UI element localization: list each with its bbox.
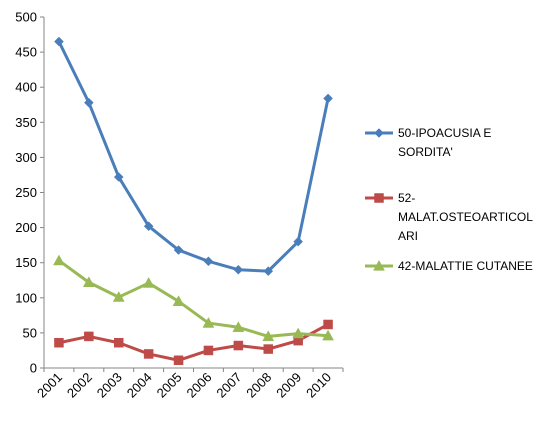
x-tick-label: 2009 <box>273 370 304 401</box>
x-tick-label: 2002 <box>64 370 95 401</box>
data-point-triangle <box>232 321 245 332</box>
data-point-triangle <box>112 291 125 302</box>
data-point-triangle <box>172 295 185 306</box>
data-point-square <box>143 349 154 359</box>
series-1 <box>54 36 333 276</box>
data-point-diamond <box>323 93 333 104</box>
x-tick-label: 2005 <box>154 370 185 401</box>
legend-swatch-marker <box>374 128 384 138</box>
legend-entry-1: 50-IPOACUSIA E SORDITA' <box>365 126 491 159</box>
x-tick-label: 2001 <box>34 370 65 401</box>
data-point-diamond <box>54 36 64 47</box>
series-2 <box>54 319 333 366</box>
series-line <box>58 259 329 338</box>
data-point-triangle <box>53 254 65 266</box>
y-tick-label: 200 <box>15 220 37 235</box>
data-point-square <box>323 319 333 330</box>
y-tick-label: 150 <box>15 255 37 270</box>
data-point-square <box>54 337 64 348</box>
y-tick-label: 250 <box>15 185 37 200</box>
data-point-diamond <box>263 266 274 276</box>
y-tick-label: 50 <box>23 325 37 340</box>
series-lines <box>53 36 334 366</box>
y-tick-label: 400 <box>15 80 37 95</box>
y-tick-label: 350 <box>15 115 37 130</box>
data-point-square <box>114 337 124 348</box>
data-point-triangle <box>322 329 334 341</box>
data-point-diamond <box>233 264 244 275</box>
data-point-triangle <box>292 327 305 339</box>
legend-swatch-marker <box>374 193 384 203</box>
data-point-square <box>173 355 184 366</box>
y-tick-label: 100 <box>15 290 37 305</box>
legend-label: 42-MALATTIE CUTANEE <box>398 259 533 273</box>
series-line <box>58 323 329 362</box>
y-tick-label: 300 <box>15 150 37 165</box>
data-point-triangle <box>202 317 215 328</box>
data-point-square <box>263 344 273 354</box>
x-tick-label: 2010 <box>303 370 334 401</box>
legend-label-line: 50-IPOACUSIA E <box>398 126 491 140</box>
data-point-square <box>203 345 214 356</box>
y-tick-label: 500 <box>15 10 37 25</box>
x-tick-label: 2003 <box>94 370 125 401</box>
data-point-diamond <box>173 245 184 255</box>
y-tick-label: 450 <box>15 45 37 60</box>
legend-swatch-marker <box>373 259 385 271</box>
x-tick-label: 2006 <box>184 370 215 401</box>
legend-entry-3: 42-MALATTIE CUTANEE <box>365 259 533 273</box>
legend-label-line: ARI <box>398 229 418 243</box>
data-point-diamond <box>203 256 214 267</box>
data-point-triangle <box>82 276 95 288</box>
legend-entry-2: 52- MALAT.OSTEOARTICOL ARI <box>365 191 533 243</box>
legend: 50-IPOACUSIA E SORDITA' 52- MALAT.OSTEOARTI… <box>365 126 533 273</box>
data-point-triangle <box>142 277 155 288</box>
data-point-diamond <box>293 236 304 247</box>
legend-label: 52- MALAT.OSTEOARTICOL ARI <box>398 191 533 243</box>
x-tick-label: 2004 <box>124 370 155 401</box>
series-line <box>57 40 330 273</box>
legend-label-line: 52- <box>398 191 415 205</box>
legend-label-line: MALAT.OSTEOARTICOL <box>398 210 533 224</box>
x-tick-label: 2007 <box>213 370 244 401</box>
data-point-square <box>84 331 94 342</box>
legend-label-line: 42-MALATTIE CUTANEE <box>398 259 533 273</box>
legend-label: 50-IPOACUSIA E SORDITA' <box>398 126 491 159</box>
data-point-diamond <box>83 97 94 108</box>
data-point-square <box>233 340 244 351</box>
legend-label-line: SORDITA' <box>398 145 453 159</box>
data-point-diamond <box>113 172 124 182</box>
x-tick-label: 2008 <box>243 370 274 401</box>
data-point-triangle <box>262 330 275 342</box>
y-tick-label: 0 <box>30 361 37 376</box>
data-point-diamond <box>143 221 154 232</box>
series-3 <box>53 254 334 342</box>
